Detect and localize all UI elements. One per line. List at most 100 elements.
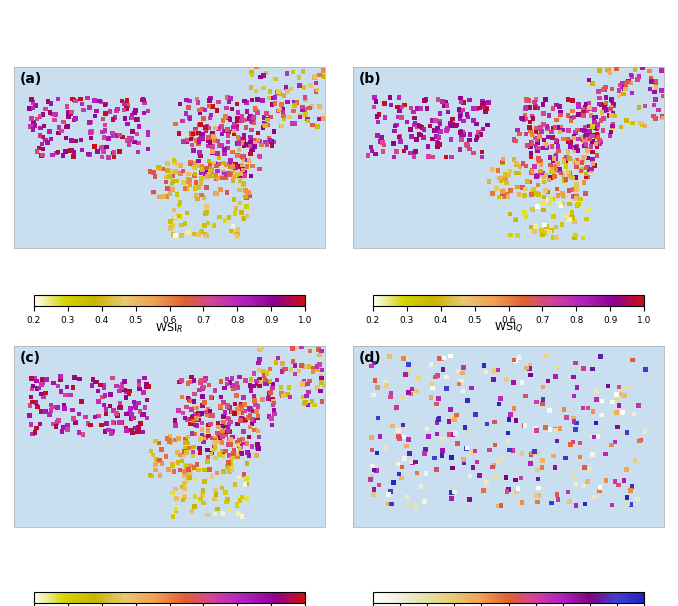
Bar bbox=[527, 367, 532, 371]
Bar bbox=[123, 116, 127, 121]
Bar bbox=[602, 88, 607, 92]
Bar bbox=[643, 367, 647, 372]
Bar bbox=[441, 356, 446, 360]
Bar bbox=[320, 368, 324, 373]
Bar bbox=[243, 482, 247, 487]
Bar bbox=[580, 167, 584, 171]
Bar bbox=[64, 136, 68, 140]
Bar bbox=[315, 385, 320, 390]
Bar bbox=[583, 502, 587, 506]
Bar bbox=[220, 428, 225, 433]
Bar bbox=[578, 169, 583, 173]
Bar bbox=[544, 145, 549, 150]
Bar bbox=[169, 440, 174, 445]
Bar bbox=[418, 133, 423, 138]
Bar bbox=[231, 410, 235, 414]
Bar bbox=[231, 387, 236, 391]
Bar bbox=[584, 133, 589, 137]
Bar bbox=[190, 136, 194, 140]
Bar bbox=[661, 116, 666, 121]
Bar bbox=[549, 163, 553, 167]
Bar bbox=[579, 367, 584, 372]
Bar bbox=[512, 157, 517, 162]
Bar bbox=[561, 159, 566, 164]
Bar bbox=[553, 465, 557, 470]
Bar bbox=[550, 167, 554, 171]
Bar bbox=[215, 108, 220, 113]
Bar bbox=[466, 143, 471, 148]
Bar bbox=[372, 487, 376, 491]
Bar bbox=[172, 470, 176, 474]
Bar bbox=[222, 147, 227, 152]
Bar bbox=[548, 427, 552, 432]
Bar bbox=[643, 429, 647, 433]
Bar bbox=[242, 170, 247, 175]
Bar bbox=[190, 431, 194, 436]
Bar bbox=[437, 416, 441, 420]
Bar bbox=[102, 135, 106, 140]
Bar bbox=[214, 125, 218, 130]
Bar bbox=[629, 488, 633, 493]
Bar bbox=[536, 156, 541, 161]
Bar bbox=[560, 222, 564, 227]
Bar bbox=[98, 99, 103, 104]
Bar bbox=[453, 431, 458, 436]
Bar bbox=[196, 232, 201, 237]
Bar bbox=[607, 133, 612, 138]
Bar bbox=[444, 128, 449, 133]
Bar bbox=[39, 153, 44, 158]
Bar bbox=[170, 187, 175, 191]
Bar bbox=[444, 387, 449, 391]
Bar bbox=[584, 108, 589, 113]
Bar bbox=[215, 470, 220, 475]
Bar bbox=[239, 418, 243, 422]
Bar bbox=[228, 165, 233, 170]
Bar bbox=[176, 436, 181, 441]
Bar bbox=[250, 117, 255, 122]
Bar bbox=[549, 501, 554, 505]
Bar bbox=[290, 347, 295, 351]
Bar bbox=[257, 384, 262, 388]
Bar bbox=[56, 384, 60, 388]
Bar bbox=[235, 171, 240, 176]
Bar bbox=[442, 104, 447, 108]
Bar bbox=[563, 164, 568, 169]
Bar bbox=[199, 135, 203, 140]
Bar bbox=[207, 467, 212, 472]
Bar bbox=[249, 388, 254, 393]
Bar bbox=[435, 420, 439, 425]
Bar bbox=[248, 114, 253, 119]
Bar bbox=[111, 131, 115, 135]
Bar bbox=[587, 106, 592, 110]
Bar bbox=[505, 489, 509, 494]
Bar bbox=[200, 433, 204, 438]
Bar bbox=[572, 219, 577, 224]
Bar bbox=[103, 123, 107, 127]
Bar bbox=[571, 375, 576, 379]
Bar bbox=[205, 221, 210, 225]
Bar bbox=[176, 214, 180, 218]
Bar bbox=[210, 104, 215, 109]
Bar bbox=[497, 176, 502, 180]
Bar bbox=[444, 100, 448, 104]
Bar bbox=[182, 180, 186, 185]
Bar bbox=[203, 211, 207, 216]
Bar bbox=[110, 429, 115, 433]
Bar bbox=[549, 130, 554, 135]
Bar bbox=[250, 148, 255, 152]
Bar bbox=[535, 173, 540, 178]
Bar bbox=[610, 113, 614, 118]
Bar bbox=[168, 226, 173, 231]
Bar bbox=[148, 170, 153, 174]
Bar bbox=[142, 111, 146, 115]
Bar bbox=[522, 193, 527, 198]
Bar bbox=[603, 105, 607, 110]
Bar bbox=[65, 124, 70, 128]
Bar bbox=[542, 180, 546, 184]
Bar bbox=[630, 75, 635, 79]
Bar bbox=[262, 73, 266, 78]
Bar bbox=[64, 125, 69, 129]
Bar bbox=[239, 408, 243, 413]
Bar bbox=[304, 394, 308, 398]
Bar bbox=[205, 434, 210, 439]
